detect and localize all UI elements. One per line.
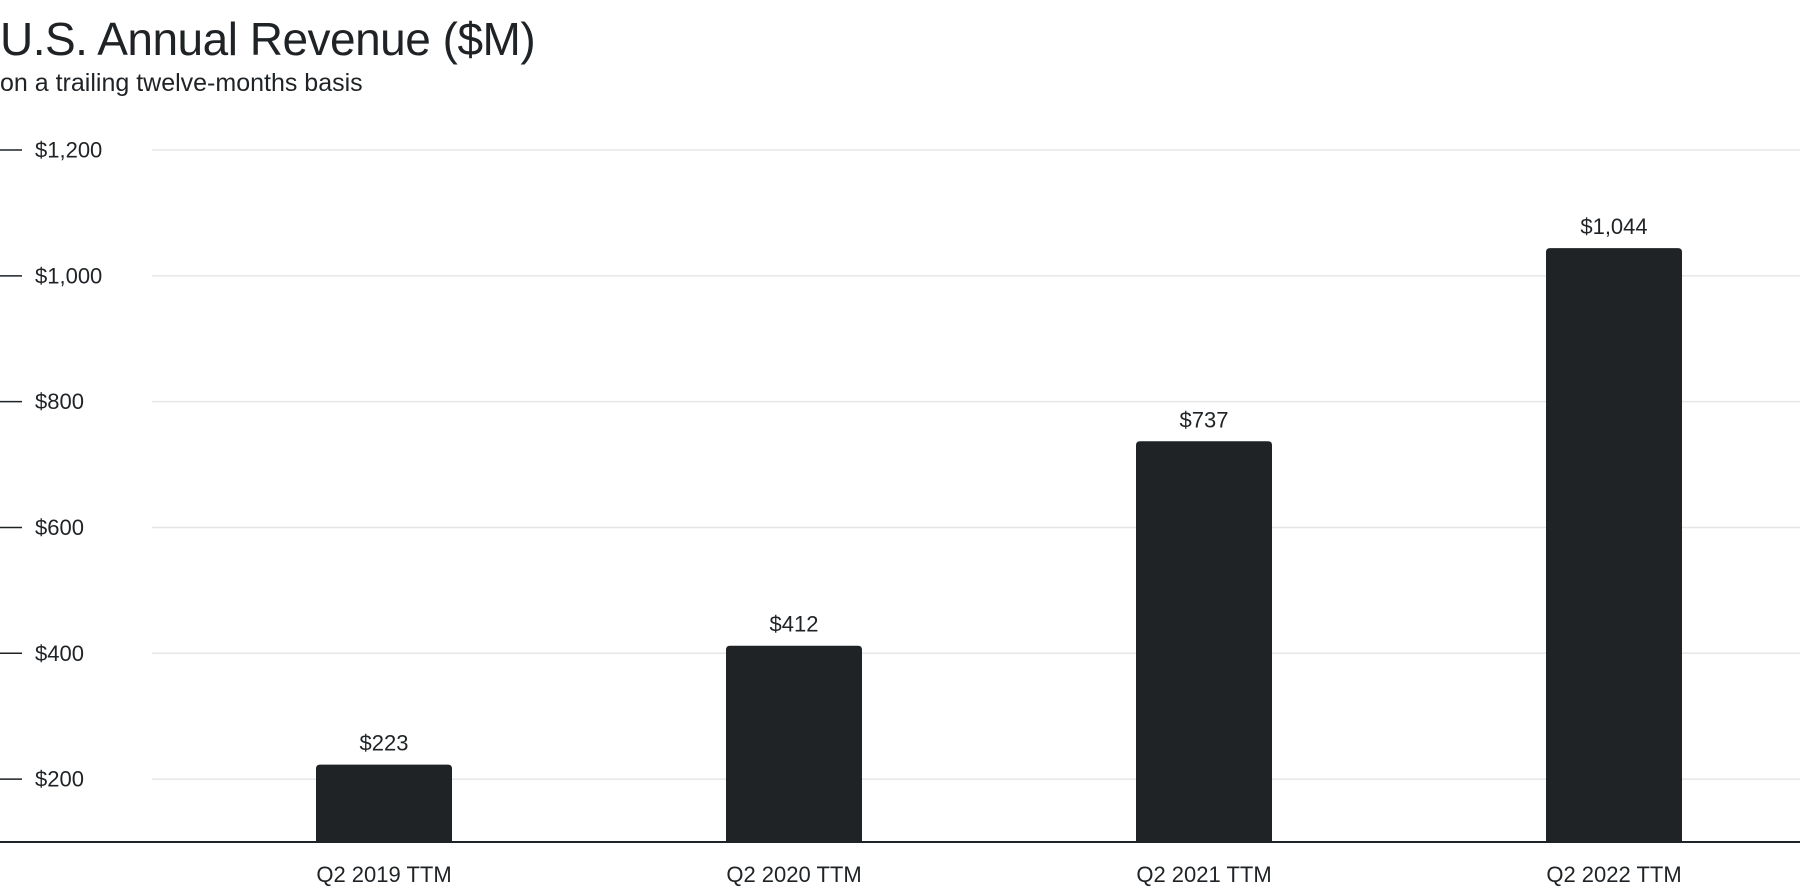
x-tick-label: Q2 2022 TTM: [1546, 862, 1681, 887]
y-tick-label: $800: [35, 389, 84, 414]
x-tick-label: Q2 2020 TTM: [726, 862, 861, 887]
data-label: $412: [770, 612, 819, 637]
x-tick-label: Q2 2021 TTM: [1136, 862, 1271, 887]
bar: [726, 645, 862, 842]
y-tick-label: $200: [35, 767, 84, 792]
bar: [1136, 441, 1272, 842]
chart-subtitle: on a trailing twelve-months basis: [0, 69, 363, 97]
y-tick-label: $400: [35, 641, 84, 666]
bar: [316, 764, 452, 842]
data-label: $737: [1180, 407, 1229, 432]
data-label: $1,044: [1580, 214, 1647, 239]
y-tick-label: $1,000: [35, 263, 102, 288]
bar: [1546, 248, 1682, 842]
chart-title: U.S. Annual Revenue ($M): [0, 13, 536, 65]
x-tick-label: Q2 2019 TTM: [316, 862, 451, 887]
data-label: $223: [360, 731, 409, 756]
y-tick-label: $600: [35, 515, 84, 540]
y-tick-label: $1,200: [35, 138, 102, 163]
